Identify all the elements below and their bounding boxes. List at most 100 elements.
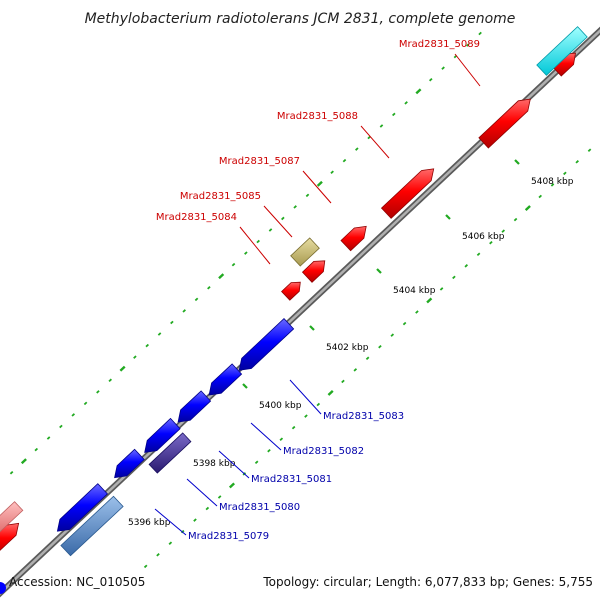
leader-line <box>454 53 481 87</box>
scale-tick-label: 5398 kbp <box>193 459 236 469</box>
tick-dot <box>378 344 382 349</box>
tick-dot <box>267 448 271 453</box>
tick-dot <box>478 31 482 36</box>
tick-dot <box>71 413 76 417</box>
scale-tick-label: 5402 kbp <box>326 343 369 353</box>
tick-dot <box>168 541 173 545</box>
tick-dot <box>575 160 579 164</box>
gene-labels: Mrad2831_5084 Mrad2831_5085 Mrad2831_5087 M… <box>154 39 481 542</box>
forward-gene <box>0 522 20 551</box>
tick-dot <box>379 124 384 128</box>
tick-dot <box>205 506 210 511</box>
tick-dot <box>193 518 197 522</box>
tick-dot <box>156 553 160 557</box>
forward-gene-label: Mrad2831_5084 <box>156 212 237 223</box>
tick-dot <box>46 436 51 440</box>
scale-tick-mark <box>514 159 520 165</box>
scale-tick-label: 5400 kbp <box>259 401 302 411</box>
leader-line <box>360 125 390 159</box>
tick-dot <box>231 262 236 267</box>
reverse-gene <box>208 363 243 396</box>
tick-dot <box>513 217 518 222</box>
tick-dot-lines <box>9 31 592 569</box>
reverse-gene <box>238 318 295 371</box>
tick-dot <box>355 147 359 151</box>
tick-dot <box>550 183 555 187</box>
reverse-gene-label: Mrad2831_5082 <box>283 446 364 457</box>
tick-dot <box>182 309 186 313</box>
forward-gene <box>340 225 367 252</box>
reverse-gene <box>144 417 181 453</box>
forward-gene-label: Mrad2831_5089 <box>399 39 480 50</box>
leader-line <box>302 170 332 204</box>
tick-dot <box>96 390 100 394</box>
tick-dot <box>404 101 408 105</box>
tick-dot <box>392 112 396 117</box>
scale-tick-label: 5396 kbp <box>128 518 171 528</box>
gene-features <box>0 26 588 557</box>
forward-gene-label: Mrad2831_5087 <box>219 156 300 167</box>
tick-dot <box>390 333 395 337</box>
tick-dot <box>143 564 148 569</box>
tick-dot <box>83 401 88 406</box>
forward-gene <box>301 260 326 283</box>
tick-dot <box>281 216 285 221</box>
scale-tick-mark <box>242 383 248 389</box>
tick-dot <box>293 205 297 209</box>
reverse-gene-label: Mrad2831_5083 <box>323 411 404 422</box>
scale-tick-mark <box>445 214 451 220</box>
reverse-gene <box>114 448 145 479</box>
tick-dot <box>228 482 235 489</box>
tick-dot <box>291 425 296 430</box>
tick-dot <box>304 414 308 418</box>
forward-gene <box>281 281 301 301</box>
scale-ticks: 5396 kbp 5398 kbp 5400 kbp 5402 kbp 5404 kbp… <box>111 159 574 528</box>
forward-gene-label: Mrad2831_5088 <box>277 111 358 122</box>
tick-dot <box>217 495 222 499</box>
tick-dot <box>34 447 39 452</box>
tick-dot <box>587 148 592 152</box>
tick-dot <box>330 170 334 174</box>
tick-dot <box>133 355 137 359</box>
tick-dot <box>268 228 273 232</box>
tick-dot <box>254 460 259 465</box>
tick-dot <box>489 240 493 245</box>
scale-tick-mark <box>376 268 382 274</box>
leader-line <box>154 508 187 536</box>
tick-dot <box>563 171 567 176</box>
tick-dot <box>341 379 345 384</box>
map-title: Methylobacterium radiotolerans JCM 2831,… <box>85 11 516 27</box>
tick-dot <box>20 458 27 465</box>
reverse-gene-label: Mrad2831_5079 <box>188 531 269 542</box>
tick-dot <box>157 332 162 336</box>
reverse-gene <box>56 483 108 532</box>
tick-dot <box>316 402 321 407</box>
tick-dot <box>439 287 444 291</box>
tick-dot <box>441 66 445 70</box>
leader-line <box>218 450 250 479</box>
tick-dot <box>415 88 422 95</box>
tick-dot <box>305 193 310 198</box>
highlighted-gene-purple <box>148 432 192 474</box>
tick-dot <box>426 297 433 304</box>
tick-dot <box>524 205 531 211</box>
reverse-gene <box>177 390 212 423</box>
forward-gene-label: Mrad2831_5085 <box>180 191 261 202</box>
accession-marker-icon <box>0 582 6 594</box>
tick-dot <box>402 321 407 326</box>
tick-dot <box>464 264 469 268</box>
forward-gene <box>380 168 435 219</box>
tick-dot <box>342 158 347 163</box>
tick-dot <box>194 297 199 302</box>
scale-tick-label: 5406 kbp <box>462 232 505 242</box>
leader-line <box>186 478 218 507</box>
faded-gene <box>0 501 24 533</box>
tick-dot <box>207 286 211 290</box>
forward-gene <box>478 98 531 149</box>
highlighted-gene-khaki <box>290 237 320 267</box>
leader-line <box>289 379 322 415</box>
tick-dot <box>108 378 113 383</box>
tick-dot <box>501 229 506 233</box>
tick-dot <box>218 273 225 280</box>
